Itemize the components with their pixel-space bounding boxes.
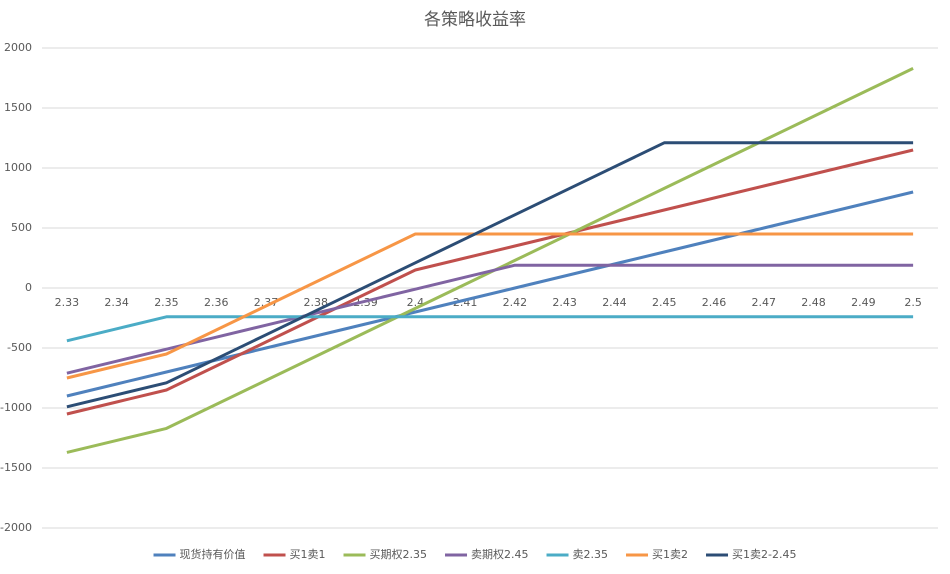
x-tick-label: 2.46: [702, 296, 727, 309]
x-tick-label: 2.44: [602, 296, 627, 309]
legend-label: 买1卖2: [652, 548, 688, 561]
y-tick-label: -2000: [0, 521, 32, 534]
legend-label: 买1卖1: [290, 548, 326, 561]
legend-label: 买期权2.35: [370, 548, 428, 561]
legend-label: 现货持有价值: [180, 547, 246, 561]
y-tick-label: 2000: [4, 41, 32, 54]
y-tick-label: 500: [11, 221, 32, 234]
x-tick-label: 2.48: [801, 296, 826, 309]
x-tick-label: 2.37: [254, 296, 279, 309]
series-line: [66, 232, 914, 380]
x-tick-label: 2.49: [851, 296, 876, 309]
x-tick-label: 2.36: [204, 296, 229, 309]
legend-label: 卖2.35: [573, 548, 609, 561]
x-tick-label: 2.45: [652, 296, 677, 309]
legend-label: 买1卖2-2.45: [732, 548, 796, 561]
x-tick-label: 2.5: [904, 296, 922, 309]
y-tick-label: 0: [25, 281, 32, 294]
series-line: [66, 148, 914, 416]
series-line: [66, 315, 914, 343]
series-line: [66, 190, 914, 398]
y-tick-label: 1500: [4, 101, 32, 114]
legend-label: 卖期权2.45: [471, 548, 529, 561]
y-tick-label: -500: [7, 341, 32, 354]
chart-title: 各策略收益率: [424, 10, 526, 30]
x-tick-label: 2.47: [752, 296, 777, 309]
y-tick-label: 1000: [4, 161, 32, 174]
x-tick-label: 2.42: [503, 296, 528, 309]
x-tick-label: 2.43: [552, 296, 577, 309]
series-line: [66, 263, 914, 375]
y-tick-label: -1500: [0, 461, 32, 474]
series-line: [66, 67, 914, 454]
y-tick-label: -1000: [0, 401, 32, 414]
x-tick-label: 2.33: [55, 296, 80, 309]
series-line: [66, 141, 914, 409]
x-tick-label: 2.35: [154, 296, 179, 309]
x-tick-label: 2.38: [304, 296, 329, 309]
x-tick-label: 2.34: [104, 296, 129, 309]
